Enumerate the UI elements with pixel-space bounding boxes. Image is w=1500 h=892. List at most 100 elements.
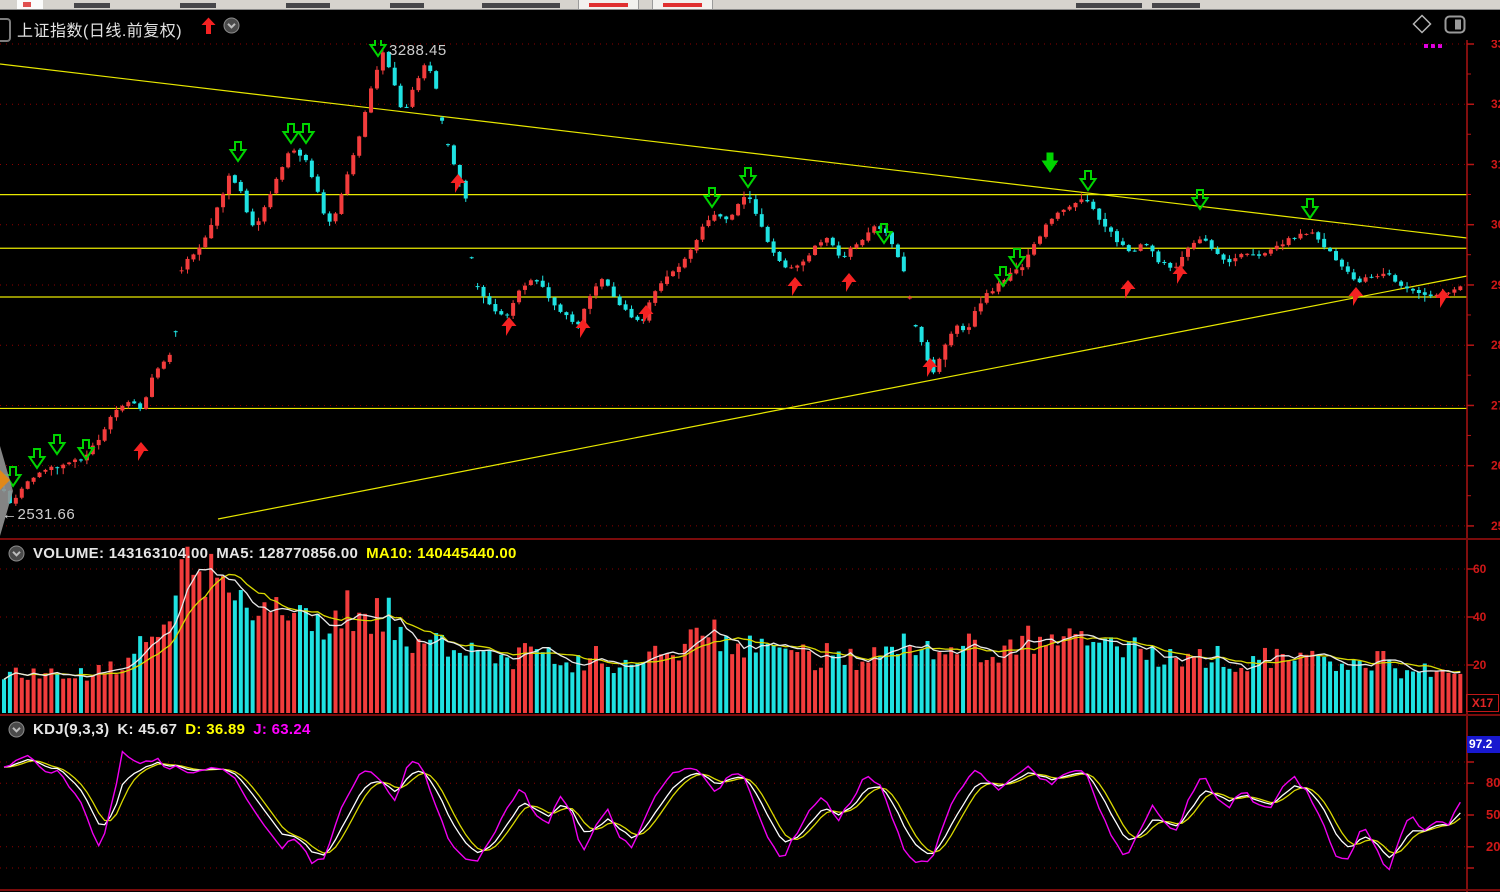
candle-body bbox=[943, 344, 948, 360]
volume-chart[interactable]: 60 40 20 bbox=[0, 540, 1500, 714]
volume-bar bbox=[1440, 669, 1445, 713]
menu-item-fragment[interactable] bbox=[1076, 3, 1142, 8]
volume-bar bbox=[742, 657, 746, 713]
candle-body bbox=[866, 232, 871, 241]
sell-signal-arrow-icon bbox=[296, 123, 316, 145]
candle-body bbox=[244, 190, 249, 213]
collapse-volume-chevron-icon[interactable] bbox=[8, 545, 25, 562]
candle-body bbox=[700, 226, 705, 240]
kdj-gridlines: 80 50 20 bbox=[0, 761, 1500, 869]
volume-bar bbox=[1339, 663, 1344, 713]
candle-body bbox=[357, 136, 362, 156]
panel-layout-icon[interactable] bbox=[1444, 15, 1466, 39]
candle-body bbox=[605, 279, 610, 286]
candle-body bbox=[546, 287, 551, 299]
volume-bar bbox=[878, 655, 883, 713]
candle-body bbox=[747, 197, 752, 200]
volume-bar bbox=[138, 636, 143, 713]
more-dots-icon[interactable] bbox=[1424, 35, 1454, 48]
volume-bar bbox=[813, 670, 818, 713]
volume-bar bbox=[457, 652, 462, 713]
candle-body bbox=[1286, 238, 1291, 246]
volume-bar bbox=[972, 639, 977, 713]
volume-bar bbox=[1055, 645, 1060, 713]
volume-bar bbox=[1286, 660, 1291, 713]
menu-item-fragment[interactable] bbox=[180, 3, 216, 8]
candle-body bbox=[1114, 231, 1119, 243]
menu-item-fragment[interactable] bbox=[74, 3, 110, 8]
sell-signal-arrow-icon bbox=[27, 448, 47, 470]
volume-bar bbox=[386, 597, 391, 713]
candle-body bbox=[1073, 202, 1078, 208]
candle-body bbox=[298, 149, 302, 156]
toolbar-button-fragment[interactable] bbox=[0, 18, 11, 42]
volume-bar bbox=[665, 653, 670, 713]
sell-signal-arrow-icon bbox=[228, 141, 248, 163]
volume-bar bbox=[1203, 667, 1208, 713]
candle-body bbox=[203, 237, 208, 248]
svg-text:40: 40 bbox=[1473, 610, 1487, 624]
buy-signal-arrow-icon bbox=[1435, 289, 1451, 308]
volume-bar bbox=[1097, 642, 1102, 713]
candle-body bbox=[1120, 241, 1125, 245]
menu-item-fragment[interactable] bbox=[1152, 3, 1200, 8]
candle-body bbox=[1043, 224, 1048, 237]
volume-bar bbox=[1156, 666, 1161, 713]
candle-body bbox=[1233, 258, 1238, 262]
candle-body bbox=[670, 271, 675, 277]
candle-body bbox=[1156, 251, 1161, 263]
menu-quote-button[interactable] bbox=[578, 0, 639, 9]
volume-bar bbox=[1268, 667, 1273, 713]
candle-body bbox=[1310, 232, 1315, 234]
volume-bar bbox=[884, 646, 889, 713]
menu-item-fragment[interactable] bbox=[482, 3, 560, 8]
menu-quote-button[interactable] bbox=[652, 0, 713, 9]
panel-separator[interactable] bbox=[0, 714, 1500, 716]
candle-body bbox=[949, 333, 954, 346]
volume-bar bbox=[540, 652, 545, 713]
volume-bar bbox=[1085, 645, 1090, 713]
menu-item-fragment[interactable] bbox=[390, 3, 424, 8]
volume-bar bbox=[511, 669, 516, 713]
menu-item-fragment[interactable] bbox=[286, 3, 330, 8]
candle-body bbox=[848, 247, 853, 257]
candle-body bbox=[1304, 233, 1309, 235]
volume-bar bbox=[1322, 657, 1327, 713]
candle-body bbox=[966, 327, 971, 330]
volume-bar bbox=[428, 639, 433, 713]
candle-body bbox=[1049, 218, 1054, 224]
volume-bar bbox=[1079, 631, 1084, 713]
volume-bar bbox=[185, 546, 190, 713]
candle-body bbox=[102, 429, 107, 441]
candle-body bbox=[599, 279, 604, 287]
price-chart[interactable]: 3300 3200 3100 3000 2900 2800 2700 2600 2500 bbox=[0, 40, 1500, 538]
panel-separator[interactable] bbox=[0, 538, 1500, 540]
volume-bar bbox=[1405, 670, 1410, 713]
left-scroll-marker-icon bbox=[0, 446, 13, 536]
volume-bar bbox=[594, 646, 598, 713]
candle-body bbox=[1091, 201, 1096, 209]
diamond-tool-icon[interactable] bbox=[1412, 14, 1432, 39]
candle-body bbox=[1144, 244, 1149, 246]
candle-body bbox=[67, 462, 72, 465]
volume-bar bbox=[369, 633, 374, 713]
candle-body bbox=[493, 304, 498, 312]
volume-bar bbox=[984, 660, 989, 713]
collapse-kdj-chevron-icon[interactable] bbox=[8, 721, 25, 738]
volume-bar bbox=[1002, 645, 1007, 713]
volume-bar bbox=[244, 607, 249, 713]
volume-bar bbox=[706, 637, 711, 713]
kdj-chart[interactable]: 80 50 20 bbox=[0, 716, 1500, 892]
collapse-main-chevron-icon[interactable] bbox=[223, 17, 240, 39]
candle-body bbox=[1079, 199, 1084, 203]
volume-bar bbox=[990, 656, 995, 713]
volume-bar bbox=[298, 605, 302, 713]
volume-bar bbox=[481, 651, 486, 713]
volume-bar bbox=[1221, 666, 1226, 713]
volume-bar bbox=[1197, 649, 1202, 713]
candle-body bbox=[925, 342, 930, 361]
candle-body bbox=[1363, 277, 1368, 282]
volume-bar bbox=[1067, 628, 1072, 713]
candle-body bbox=[55, 467, 60, 469]
candle-body bbox=[1381, 273, 1386, 277]
